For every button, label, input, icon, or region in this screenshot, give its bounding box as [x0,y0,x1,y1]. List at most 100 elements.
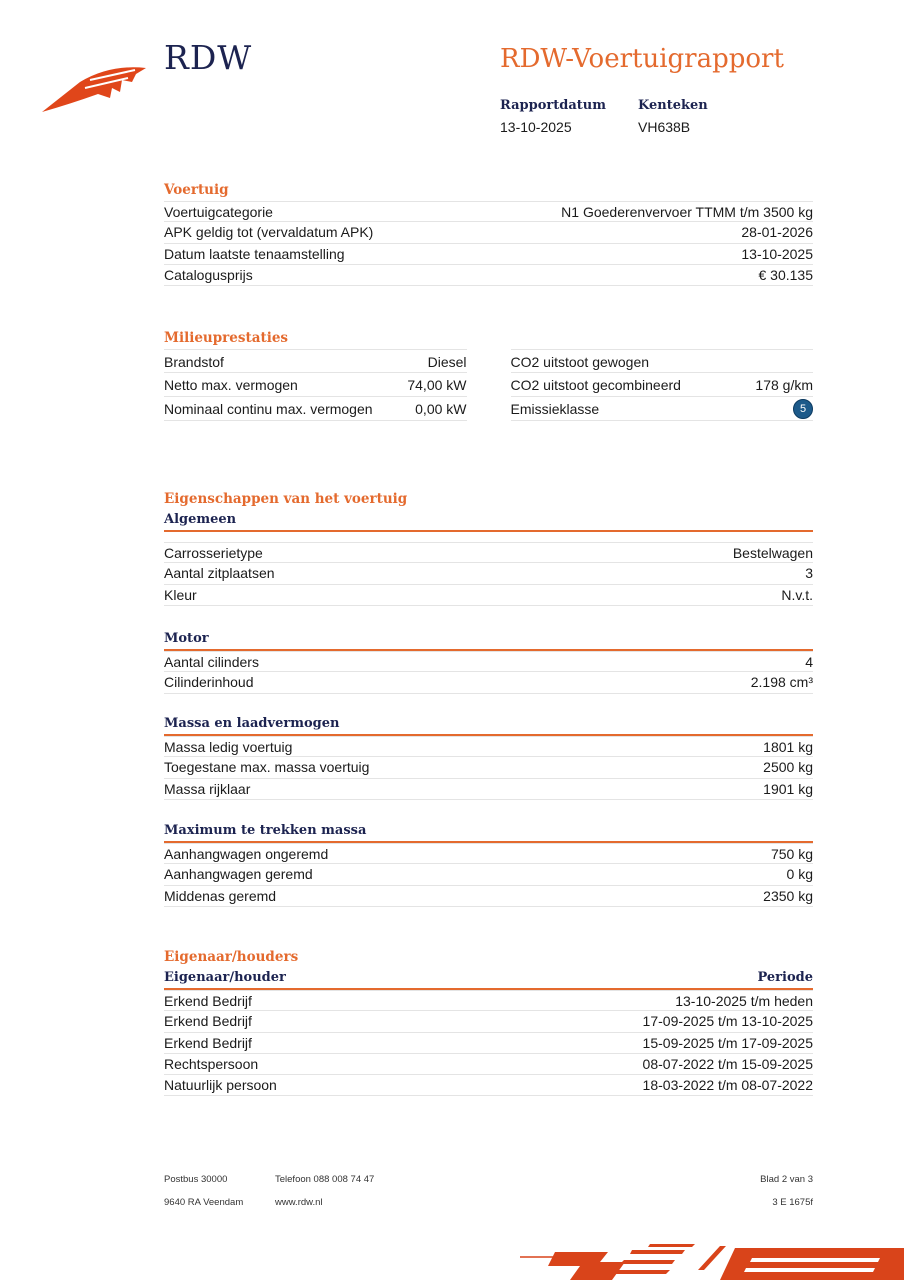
row-label: APK geldig tot (vervaldatum APK) [164,224,374,241]
row-value: N1 Goederenvervoer TTMM t/m 3500 kg [561,204,813,220]
footer-code: 3 E 1675f [772,1197,813,1208]
table-row: Middenas geremd 2350 kg [164,886,813,907]
row-label: Massa rijklaar [164,780,251,797]
table-row: Erkend Bedrijf 13-10-2025 t/m heden [164,990,813,1012]
section-title: Eigenaar/houders [164,949,299,965]
table-row: Netto max. vermogen 74,00 kW [164,373,467,397]
section-title: Voertuig [164,182,229,198]
row-value: 1801 kg [763,739,813,755]
section-title: Eigenschappen van het voertuig [164,491,408,507]
section-massa: Massa en laadvermogen Massa ledig voertu… [164,714,813,800]
rdw-feather-logo-icon [42,67,146,112]
row-value: 28-01-2026 [741,224,813,241]
row-label: Cilinderinhoud [164,674,254,691]
kenteken-value: VH638B [638,119,691,135]
row-label: Netto max. vermogen [164,377,298,393]
table-row: Carrosserietype Bestelwagen [164,542,813,564]
table-row: Toegestane max. massa voertuig 2500 kg [164,757,813,779]
rdw-stripes-decoration-icon [520,1244,904,1280]
row-value: 0 kg [786,866,813,883]
row-label: Nominaal continu max. vermogen [164,401,373,417]
rapportdatum-label: Rapportdatum [500,98,606,113]
section-eigenschappen: Eigenschappen van het voertuig Algemeen … [164,489,813,606]
row-value: Bestelwagen [732,545,813,561]
rdw-logo-text: RDW [164,38,253,77]
row-value: 17-09-2025 t/m 13-10-2025 [642,1013,813,1030]
row-label: Datum laatste tenaamstelling [164,245,345,262]
row-label: Middenas geremd [164,887,277,904]
row-value: 2500 kg [763,759,813,776]
row-label: Voertuigcategorie [164,204,273,220]
section-trekken: Maximum te trekken massa Aanhangwagen on… [164,821,813,907]
table-row: Kleur N.v.t. [164,585,813,606]
row-label: Erkend Bedrijf [164,1034,252,1051]
table-row: APK geldig tot (vervaldatum APK) 28-01-20… [164,222,813,244]
row-label: Aanhangwagen geremd [164,866,313,883]
row-value: N.v.t. [781,586,813,603]
row-value: 74,00 kW [407,377,467,393]
row-label: Natuurlijk persoon [164,1077,277,1094]
column-header-eigenaar: Eigenaar/houder [164,970,286,985]
row-label: Massa ledig voertuig [164,739,293,755]
kenteken-label: Kenteken [638,98,708,113]
row-value: 3 [805,565,813,582]
table-row: Voertuigcategorie N1 Goederenvervoer TTMM… [164,201,813,223]
row-value: 4 [805,654,813,670]
table-row: Catalogusprijs € 30.135 [164,265,814,287]
table-row: Emissieklasse 5 [510,397,813,421]
table-row: Rechtspersoon 08-07-2022 t/m 15-09-2025 [164,1054,813,1076]
section-voertuig: Voertuig Voertuigcategorie N1 Goederenver… [164,180,814,287]
table-row: Massa ledig voertuig 1801 kg [164,736,813,758]
footer-page-number: Blad 2 van 3 [760,1174,813,1185]
row-label: Aantal cilinders [164,654,259,670]
table-row: Aanhangwagen geremd 0 kg [164,864,813,886]
column-header-periode: Periode [757,970,813,985]
subsection-title: Algemeen [164,510,813,532]
rapportdatum-value: 13-10-2025 [500,119,572,135]
section-milieuprestaties: Milieuprestaties Brandstof Diesel Netto ma… [164,328,813,421]
footer-postbus: Postbus 30000 [164,1174,228,1185]
row-value: 15-09-2025 t/m 17-09-2025 [642,1034,813,1051]
footer-plaats: 9640 RA Veendam [164,1197,244,1208]
table-row: Nominaal continu max. vermogen 0,00 kW [164,397,467,421]
row-label: Toegestane max. massa voertuig [164,759,370,776]
row-value: 0,00 kW [415,401,467,417]
table-row: Datum laatste tenaamstelling 13-10-2025 [164,244,813,265]
row-label: Emissieklasse [510,401,600,417]
row-label: CO2 uitstoot gewogen [510,354,650,370]
row-label: Erkend Bedrijf [164,993,252,1009]
footer-telefoon: Telefoon 088 008 74 47 [275,1174,375,1185]
table-row: CO2 uitstoot gewogen [510,349,813,373]
row-label: Aanhangwagen ongeremd [164,846,329,862]
row-value: 13-10-2025 t/m heden [675,993,813,1009]
table-header: Eigenaar/houder Periode [164,968,813,990]
section-motor: Motor Aantal cilinders 4 Cilinderinhoud 2.1… [164,629,813,694]
subsection-title: Massa en laadvermogen [164,714,813,736]
row-value: 178 g/km [755,377,813,393]
row-value: 2350 kg [763,887,813,904]
row-value: 08-07-2022 t/m 15-09-2025 [642,1055,813,1072]
row-label: Erkend Bedrijf [164,1013,252,1030]
report-title: RDW-Voertuigrapport [500,44,784,74]
table-row: Aanhangwagen ongeremd 750 kg [164,843,813,865]
table-row: Aantal cilinders 4 [164,651,813,673]
row-value: 13-10-2025 [741,245,813,262]
table-row: Erkend Bedrijf 15-09-2025 t/m 17-09-2025 [164,1033,813,1054]
row-label: Brandstof [164,354,224,370]
row-value: 1901 kg [763,780,813,797]
row-value: Diesel [427,354,467,370]
footer-website: www.rdw.nl [275,1197,323,1208]
row-label: Kleur [164,586,197,603]
row-label: CO2 uitstoot gecombineerd [510,377,681,393]
subsection-title: Maximum te trekken massa [164,821,813,843]
row-value: 750 kg [770,846,813,862]
row-value: 18-03-2022 t/m 08-07-2022 [642,1077,813,1094]
table-row: Natuurlijk persoon 18-03-2022 t/m 08-07-2… [164,1075,813,1097]
table-row: CO2 uitstoot gecombineerd 178 g/km [510,373,813,397]
row-value: € 30.135 [758,266,814,283]
row-label: Rechtspersoon [164,1055,259,1072]
row-label: Aantal zitplaatsen [164,565,275,582]
table-row: Erkend Bedrijf 17-09-2025 t/m 13-10-2025 [164,1011,813,1033]
row-label: Catalogusprijs [164,266,253,283]
section-title: Milieuprestaties [164,330,289,346]
